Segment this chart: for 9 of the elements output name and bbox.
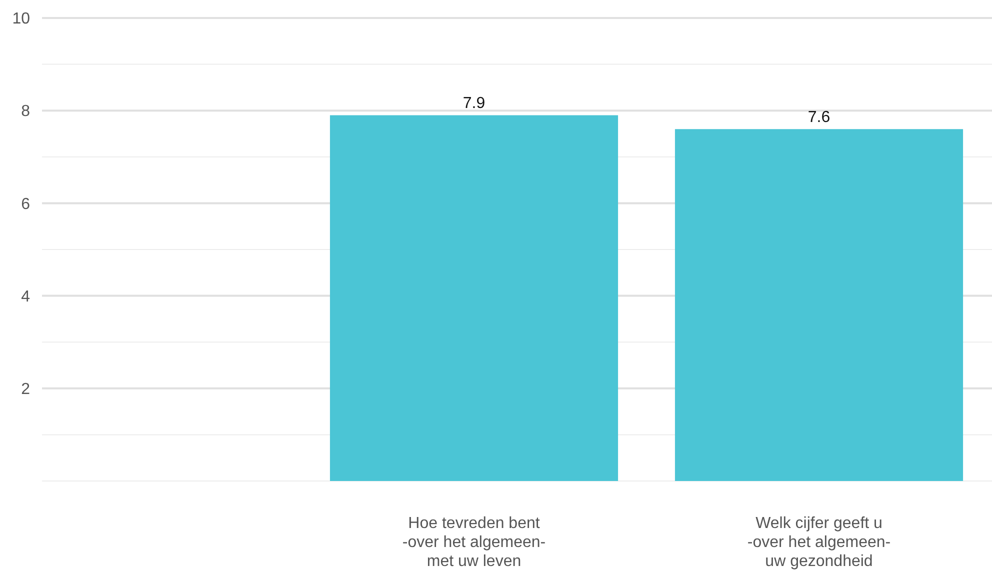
y-tick-label: 2	[21, 381, 30, 398]
data-label: 7.6	[808, 109, 830, 126]
y-tick-label: 4	[21, 288, 30, 306]
y-tick-label: 8	[21, 103, 30, 120]
data-label: 7.9	[462, 95, 486, 112]
x-tick-label: Welk cijfer geeft u -over het algemeen- uw gezondheid	[747, 515, 891, 570]
y-tick-label: 6	[21, 196, 30, 213]
x-tick-label: Hoe tevreden bent -over het algemeen- met uw leven	[402, 515, 546, 570]
y-tick-label: 10	[12, 10, 30, 28]
